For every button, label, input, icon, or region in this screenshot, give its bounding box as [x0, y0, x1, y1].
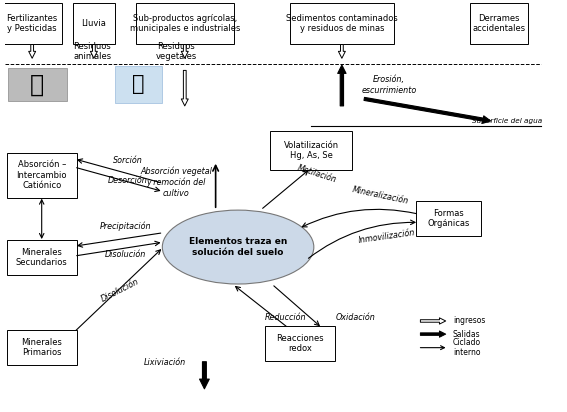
FancyBboxPatch shape	[136, 3, 234, 44]
Text: Ciclado
interno: Ciclado interno	[453, 338, 481, 357]
Text: Erosión,
escurrimiento: Erosión, escurrimiento	[362, 75, 417, 95]
Text: Fertilizantes
y Pesticidas: Fertilizantes y Pesticidas	[7, 14, 58, 33]
Text: Elementos traza en
solución del suelo: Elementos traza en solución del suelo	[189, 237, 287, 257]
Text: Metilación: Metilación	[296, 164, 337, 185]
Text: Lluvia: Lluvia	[82, 19, 107, 28]
Text: Oxidación: Oxidación	[336, 313, 376, 322]
Text: ingresos: ingresos	[453, 316, 485, 325]
Text: Mineralización: Mineralización	[351, 185, 409, 206]
FancyBboxPatch shape	[265, 326, 335, 361]
FancyBboxPatch shape	[8, 68, 67, 101]
Text: Reducción: Reducción	[265, 313, 307, 322]
FancyBboxPatch shape	[115, 66, 162, 103]
Text: Absorción vegetal
y remoción del
cultivo: Absorción vegetal y remoción del cultivo	[141, 167, 212, 198]
Text: Residuos
animales: Residuos animales	[73, 42, 111, 61]
Text: Minerales
Primarios: Minerales Primarios	[21, 338, 62, 357]
Text: Disolución: Disolución	[105, 250, 146, 259]
Text: Desorción: Desorción	[108, 176, 147, 185]
Text: Sedimentos contaminados
y residuos de minas: Sedimentos contaminados y residuos de mi…	[286, 14, 397, 33]
Text: 🐄: 🐄	[30, 73, 44, 96]
FancyBboxPatch shape	[7, 330, 77, 365]
Text: Absorción –
Intercambio
Catiónico: Absorción – Intercambio Catiónico	[16, 160, 67, 190]
Text: Volatilización
Hg, As, Se: Volatilización Hg, As, Se	[284, 141, 338, 160]
Text: Salidas: Salidas	[453, 330, 481, 339]
FancyBboxPatch shape	[7, 152, 77, 198]
Text: Lixiviación: Lixiviación	[144, 358, 186, 368]
Text: Formas
Orgánicas: Formas Orgánicas	[428, 208, 469, 228]
Text: Minerales
Secundarios: Minerales Secundarios	[16, 248, 67, 267]
FancyBboxPatch shape	[73, 3, 115, 44]
FancyBboxPatch shape	[469, 3, 528, 44]
FancyBboxPatch shape	[7, 240, 77, 275]
Text: Inmovilización: Inmovilización	[358, 228, 416, 245]
Text: 🌽: 🌽	[132, 75, 145, 94]
Text: Derrames
accidentales: Derrames accidentales	[472, 14, 526, 33]
Text: Disolución: Disolución	[100, 277, 141, 304]
Text: Precipitación: Precipitación	[100, 221, 151, 231]
Text: Superficie del agua: Superficie del agua	[472, 118, 542, 124]
FancyBboxPatch shape	[3, 3, 62, 44]
Text: Sub-productos agrícolas,
municipales e industriales: Sub-productos agrícolas, municipales e i…	[130, 14, 240, 33]
Text: Residuos
vegetales: Residuos vegetales	[156, 42, 197, 61]
FancyBboxPatch shape	[290, 3, 393, 44]
FancyBboxPatch shape	[270, 131, 352, 170]
Ellipse shape	[162, 210, 314, 284]
FancyBboxPatch shape	[416, 201, 481, 236]
Text: Sorción: Sorción	[113, 155, 142, 164]
Text: Reacciones
redox: Reacciones redox	[276, 334, 324, 353]
